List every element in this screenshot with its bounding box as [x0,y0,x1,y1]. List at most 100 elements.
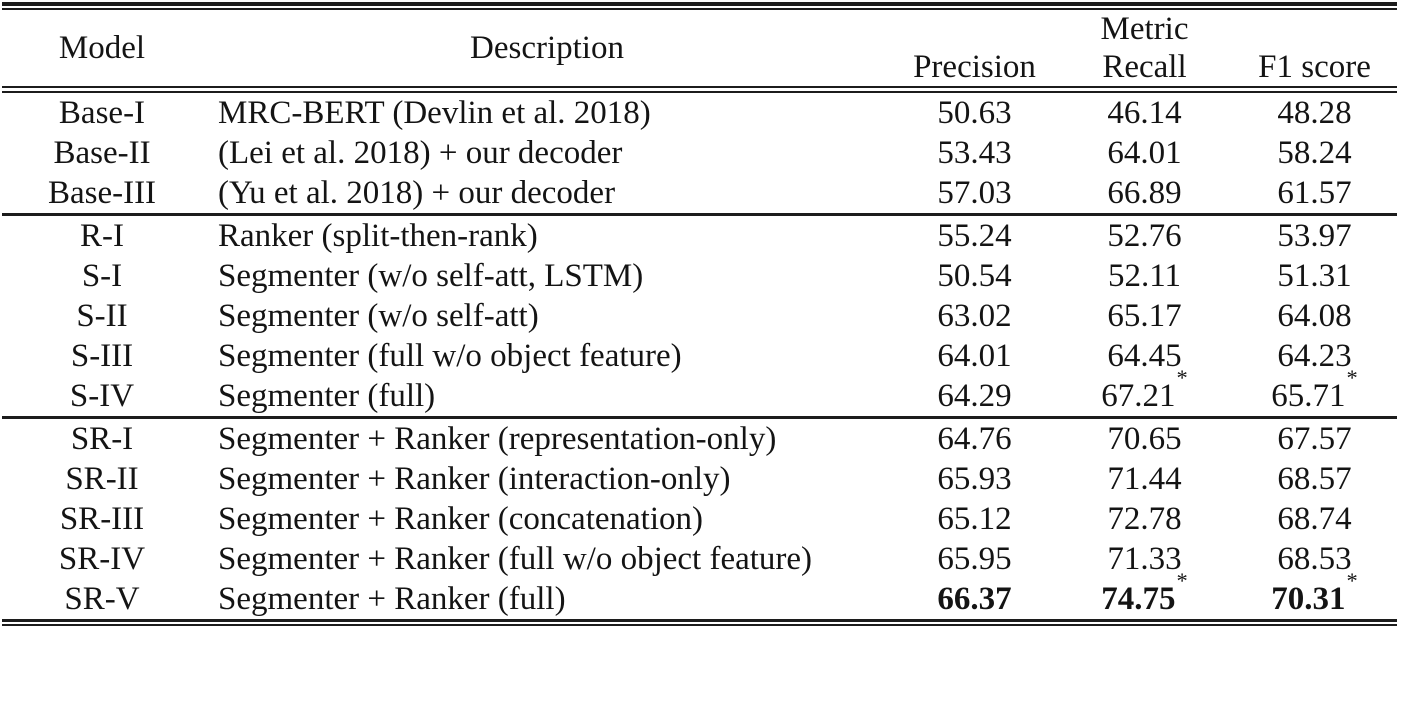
header-double-rule [2,86,1397,93]
f1-cell: 68.74 [1277,501,1352,537]
precision-cell: 64.29 [937,378,1012,414]
description-cell: Segmenter (w/o self-att) [218,298,539,334]
recall-cell: 67.21* [1101,364,1188,414]
table-row: SR-III Segmenter + Ranker (concatenation)… [2,499,1397,539]
recall-cell: 65.17 [1107,298,1182,334]
f1-cell: 68.53 [1277,541,1352,577]
model-cell: R-I [80,218,124,254]
single-module-rows-group: R-I Ranker (split-then-rank) 55.24 52.76 53.… [2,216,1397,418]
column-header-description: Description [470,30,624,66]
header-row-group: Model Description Metric [2,9,1397,66]
description-cell: Segmenter (full) [218,378,436,414]
results-table: Model Description Metric Precision Recal… [2,2,1397,626]
description-cell: (Lei et al. 2018) + our decoder [218,135,623,171]
column-header-f1-score: F1 score [1258,49,1371,85]
f1-cell: 65.71* [1271,364,1358,414]
precision-cell: 53.43 [937,135,1012,171]
significance-star: * [1176,364,1188,390]
recall-cell: 64.45 [1107,338,1182,374]
recall-cell: 74.75* [1101,567,1188,617]
model-cell: SR-III [59,501,145,537]
table-row: SR-II Segmenter + Ranker (interaction-onl… [2,459,1397,499]
recall-cell: 72.78 [1107,501,1182,537]
description-cell: Segmenter (w/o self-att, LSTM) [218,258,644,294]
description-cell: Segmenter + Ranker (representation-only) [218,421,777,457]
precision-cell: 66.37 [937,581,1012,617]
table-footer [2,619,1397,626]
table-row: S-II Segmenter (w/o self-att) 63.02 65.17 64… [2,296,1397,336]
f1-cell: 58.24 [1277,135,1352,171]
header-row-metrics: Precision Recall F1 score [2,48,1397,87]
table-row: R-I Ranker (split-then-rank) 55.24 52.76 53.… [2,216,1397,256]
precision-cell: 64.01 [937,338,1012,374]
model-cell: Base-III [47,175,157,211]
baseline-rows-group: Base-I MRC-BERT (Devlin et al. 2018) 50.63… [2,92,1397,215]
description-cell: Segmenter + Ranker (concatenation) [218,501,703,537]
model-cell: S-II [76,298,128,334]
table-row: Base-III (Yu et al. 2018) + our decoder 57… [2,173,1397,215]
single-rule [2,213,1397,217]
table-row: SR-V Segmenter + Ranker (full) 66.37 74.75*… [2,567,1397,621]
table-header: Model Description Metric Precision Recal… [2,2,1397,93]
description-cell: (Yu et al. 2018) + our decoder [218,175,616,211]
model-cell: SR-II [65,461,139,497]
precision-cell: 64.76 [937,421,1012,457]
significance-star: * [1346,567,1358,593]
recall-cell: 46.14 [1107,95,1182,131]
recall-cell: 52.76 [1107,218,1182,254]
significance-star: * [1346,364,1358,390]
column-header-model: Model [58,30,146,66]
model-cell: Base-I [58,95,146,131]
model-cell: S-III [70,338,134,374]
group-separator [2,213,1397,217]
group-separator [2,416,1397,420]
description-cell: MRC-BERT (Devlin et al. 2018) [218,95,651,131]
f1-cell: 64.23 [1277,338,1352,374]
precision-cell: 55.24 [937,218,1012,254]
model-cell: S-IV [69,378,135,414]
precision-cell: 57.03 [937,175,1012,211]
combined-rows-group: SR-I Segmenter + Ranker (representation-o… [2,419,1397,621]
model-cell: SR-I [70,421,134,457]
description-cell: Segmenter + Ranker (full) [218,581,566,617]
recall-cell: 71.44 [1107,461,1182,497]
significance-star: * [1176,567,1188,593]
precision-cell: 50.54 [937,258,1012,294]
f1-cell: 70.31* [1271,567,1358,617]
f1-cell: 67.57 [1277,421,1352,457]
precision-cell: 50.63 [937,95,1012,131]
recall-cell: 66.89 [1107,175,1182,211]
column-header-metric-group: Metric [1100,11,1189,47]
recall-cell: 64.01 [1107,135,1182,171]
f1-cell: 48.28 [1277,95,1352,131]
f1-cell: 53.97 [1277,218,1352,254]
f1-cell: 64.08 [1277,298,1352,334]
model-cell: S-I [81,258,123,294]
precision-cell: 65.93 [937,461,1012,497]
model-cell: SR-IV [58,541,146,577]
precision-cell: 65.12 [937,501,1012,537]
recall-cell: 52.11 [1107,258,1182,294]
column-header-precision: Precision [913,49,1036,85]
table-row: S-I Segmenter (w/o self-att, LSTM) 50.54 52… [2,256,1397,296]
bottom-double-rule [2,619,1397,626]
table-row: S-III Segmenter (full w/o object feature)… [2,336,1397,376]
f1-cell: 61.57 [1277,175,1352,211]
table-row: SR-IV Segmenter + Ranker (full w/o object… [2,539,1397,579]
f1-cell: 51.31 [1277,258,1352,294]
model-cell: SR-V [64,581,140,617]
precision-cell: 65.95 [937,541,1012,577]
description-cell: Segmenter + Ranker (full w/o object feat… [218,541,813,577]
model-cell: Base-II [53,135,151,171]
recall-cell: 71.33 [1107,541,1182,577]
table-row: Base-II (Lei et al. 2018) + our decoder 53… [2,133,1397,173]
description-cell: Ranker (split-then-rank) [218,218,538,254]
description-cell: Segmenter (full w/o object feature) [218,338,682,374]
description-cell: Segmenter + Ranker (interaction-only) [218,461,731,497]
table-row: SR-I Segmenter + Ranker (representation-o… [2,419,1397,459]
precision-cell: 63.02 [937,298,1012,334]
table-row: Base-I MRC-BERT (Devlin et al. 2018) 50.63… [2,92,1397,133]
single-rule [2,416,1397,420]
column-header-recall: Recall [1102,49,1187,85]
